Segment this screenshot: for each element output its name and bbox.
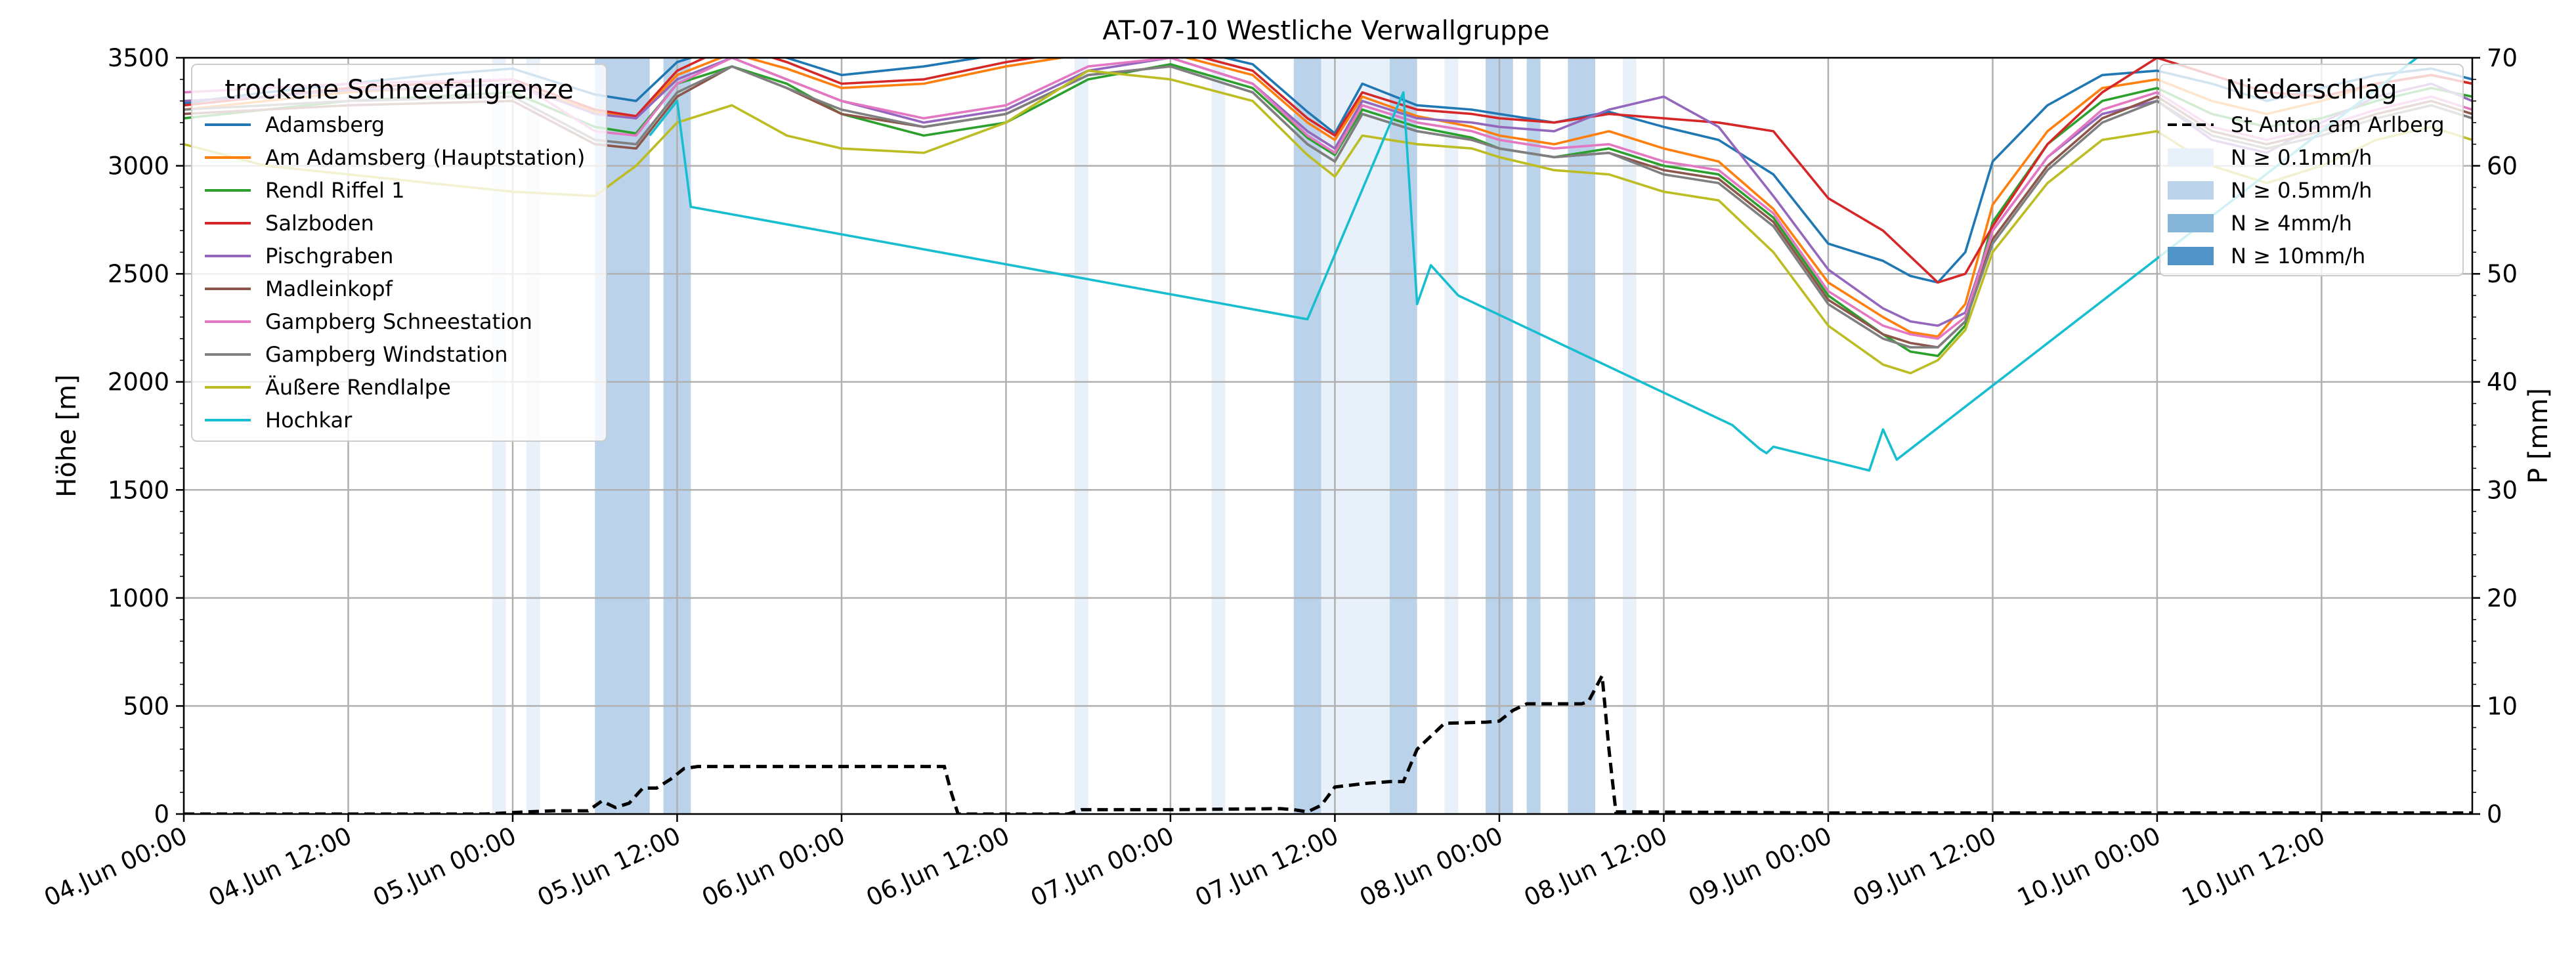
y-axis-label: Höhe [m] — [52, 374, 82, 497]
y2-tick-label: 50 — [2487, 260, 2518, 288]
legend-band-label: N ≥ 10mm/h — [2231, 244, 2365, 268]
y2-tick-label: 70 — [2487, 44, 2518, 72]
legend-band-label: N ≥ 0.5mm/h — [2231, 178, 2372, 203]
precip-band — [1293, 58, 1321, 814]
legend-right-title: Niederschlag — [2225, 75, 2397, 105]
legend-band-label: N ≥ 0.1mm/h — [2231, 145, 2372, 170]
legend-left-box — [191, 64, 607, 442]
legend-right-band-entries: N ≥ 0.1mm/h N ≥ 0.5mm/h N ≥ 4mm/h N ≥ 10mm/… — [2168, 145, 2372, 268]
precip-band — [1389, 58, 1417, 814]
y-axis-ticks: 0 500 1000 1500 2000 2500 3000 3500 — [108, 44, 184, 828]
plot-frame — [182, 56, 2474, 815]
legend-left-label: Hochkar — [265, 408, 353, 433]
precip-band — [1622, 58, 1637, 814]
legend-left-title: trockene Schneefallgrenze — [225, 75, 573, 105]
legend-left-label: Salzboden — [265, 211, 374, 236]
legend-right-box — [2159, 64, 2464, 276]
legend-line-label: St Anton am Arlberg — [2231, 112, 2445, 137]
y-tick-label: 1000 — [108, 584, 169, 612]
legend-left-label: Adamsberg — [265, 112, 385, 137]
y2-axis-label: P [mm] — [2523, 388, 2554, 484]
legend-left-label: Äußere Rendlalpe — [265, 375, 451, 400]
precip-line-path — [184, 670, 2472, 814]
y-tick-label: 0 — [154, 800, 169, 828]
series-line — [184, 69, 2472, 375]
series-lines — [184, 58, 2472, 472]
series-line — [184, 58, 2472, 340]
y2-tick-label: 0 — [2487, 800, 2502, 828]
precip-band — [1444, 58, 1459, 814]
chart-title: AT-07-10 Westliche Verwallgruppe — [1103, 16, 1550, 46]
legend-band-label: N ≥ 4mm/h — [2231, 211, 2352, 236]
y2-tick-label: 40 — [2487, 368, 2518, 397]
legend-band-swatch — [2168, 214, 2214, 232]
legend-band-swatch — [2168, 181, 2214, 200]
y2-tick-label: 20 — [2487, 584, 2518, 612]
y-tick-label: 2000 — [108, 368, 169, 397]
series-line — [184, 65, 2472, 349]
legend-left-label: Am Adamsberg (Hauptstation) — [265, 145, 585, 170]
legend-left-label: Gampberg Windstation — [265, 342, 508, 367]
y2-axis-ticks: 0 10 20 30 40 50 60 70 — [2472, 44, 2518, 828]
y2-tick-label: 60 — [2487, 152, 2518, 181]
y-tick-label: 500 — [123, 692, 169, 720]
y-tick-label: 3000 — [108, 152, 169, 181]
legend-right-line-entry: St Anton am Arlberg — [2168, 112, 2445, 137]
series-line — [184, 58, 2472, 284]
precip-band — [1211, 58, 1226, 814]
y-tick-label: 2500 — [108, 260, 169, 288]
legend-right: Niederschlag St Anton am Arlberg N ≥ 0.1… — [2159, 64, 2464, 276]
legend-left-label: Gampberg Schneestation — [265, 309, 532, 334]
precip-band — [1526, 58, 1541, 814]
series-line — [184, 58, 2472, 284]
precip-band — [1568, 58, 1596, 814]
precip-band — [1074, 58, 1088, 814]
series-line — [649, 58, 2419, 472]
y-tick-label: 1500 — [108, 476, 169, 504]
legend-band-swatch — [2168, 247, 2214, 265]
precip-line — [184, 670, 2472, 814]
y2-tick-label: 30 — [2487, 476, 2518, 504]
precip-band — [1321, 58, 1390, 814]
legend-left: trockene Schneefallgrenze Adamsberg Am Ad… — [191, 64, 607, 442]
legend-band-swatch — [2168, 148, 2214, 167]
legend-left-label: Rendl Riffel 1 — [265, 178, 404, 203]
y-tick-label: 3500 — [108, 44, 169, 72]
legend-left-items: Adamsberg Am Adamsberg (Hauptstation) Rend… — [205, 112, 585, 433]
legend-left-label: Madleinkopf — [265, 276, 393, 301]
series-line — [184, 58, 2472, 327]
y2-tick-label: 10 — [2487, 692, 2518, 720]
legend-left-label: Pischgraben — [265, 244, 393, 268]
